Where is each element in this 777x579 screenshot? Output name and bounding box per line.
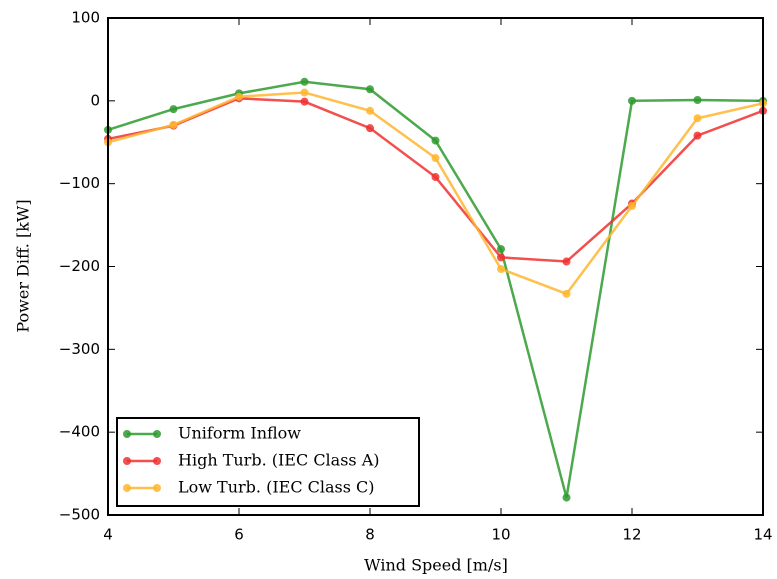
x-tick-label: 10 [491,526,510,544]
marker [693,96,702,105]
marker [235,92,243,101]
marker [497,253,505,262]
marker [431,173,440,182]
marker [562,257,571,266]
y-tick-label: −200 [59,257,100,275]
marker [366,124,374,133]
legend-marker [123,430,131,438]
legend-marker [123,484,131,492]
marker [169,105,178,114]
marker [497,264,505,273]
marker [431,153,440,162]
marker [300,77,309,86]
y-axis-label: Power Diff. [kW] [14,199,33,332]
y-tick-label: −400 [59,423,100,441]
legend-marker [153,430,161,438]
legend-label: High Turb. (IEC Class A) [178,451,380,470]
marker [300,97,309,106]
marker [693,114,702,123]
x-tick-label: 14 [753,526,772,544]
marker [628,96,636,105]
marker [431,136,440,145]
plot-frame [107,17,764,516]
x-tick-label: 12 [622,526,641,544]
x-tick-label: 8 [365,526,375,544]
marker [366,85,374,94]
y-tick-label: −300 [59,340,100,358]
y-tick-label: 0 [90,91,100,109]
x-tick-label: 6 [234,526,244,544]
y-tick-label: 100 [71,9,100,27]
marker [366,106,374,115]
marker [300,88,309,97]
legend-label: Low Turb. (IEC Class C) [178,478,375,497]
marker [693,131,702,140]
marker [628,202,636,211]
x-tick-label: 4 [103,526,113,544]
series-line [107,91,764,296]
y-tick-label: −100 [59,174,100,192]
legend-label: Uniform Inflow [178,424,301,443]
marker [562,289,571,298]
marker [169,120,178,129]
legend-marker [123,457,131,465]
y-tick-label: −500 [59,506,100,524]
marker [497,245,505,254]
legend-marker [153,457,161,465]
x-axis-label: Wind Speed [m/s] [364,556,508,575]
legend-box [116,417,420,507]
marker [562,493,571,502]
legend-marker [153,484,161,492]
